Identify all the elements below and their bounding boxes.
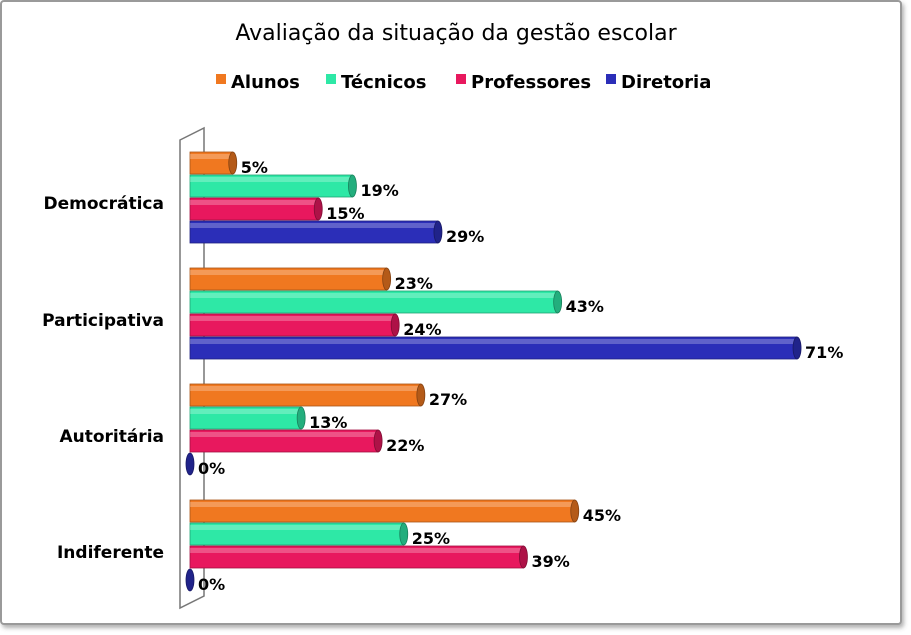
bar-0-0: [189, 151, 238, 175]
data-label-0-3: 29%: [446, 227, 484, 246]
bar-1-2: [189, 313, 400, 337]
bar-3-0: [189, 499, 580, 523]
data-label-3-0: 45%: [583, 506, 621, 525]
data-label-2-1: 13%: [309, 413, 347, 432]
bar-2-0: [189, 383, 426, 407]
data-label-2-3: 0%: [198, 459, 225, 478]
data-label-0-1: 19%: [360, 181, 398, 200]
bar-2-2: [189, 429, 383, 453]
legend-label-0: Alunos: [231, 72, 300, 93]
bars-group: 5% 19% 15% 29% 23% 43% 24% 71% 27% 13% 22% 0% 45% 25%…: [185, 151, 843, 594]
legend-label-1: Técnicos: [341, 72, 427, 93]
data-label-1-1: 43%: [566, 297, 604, 316]
data-label-1-3: 71%: [805, 343, 843, 362]
legend-swatch-3: [606, 74, 616, 84]
axis-wall: [179, 126, 205, 610]
legend-swatch-1: [326, 74, 336, 84]
data-label-1-2: 24%: [403, 320, 441, 339]
legend-label-3: Diretoria: [621, 72, 711, 93]
bar-3-2: [189, 545, 528, 569]
legend-swatch-0: [216, 74, 226, 84]
legend-label-2: Professores: [471, 72, 591, 93]
bar-0-3: [189, 220, 443, 244]
bar-2-1: [189, 406, 306, 430]
bar-1-0: [189, 267, 392, 291]
data-label-3-1: 25%: [412, 529, 450, 548]
category-label-3: Indiferente: [57, 543, 164, 563]
category-labels: Democrática Participativa Autoritária Indif…: [42, 194, 164, 563]
bar-3-1: [189, 522, 409, 546]
data-label-1-0: 23%: [395, 274, 433, 293]
chart-title: Avaliação da situação da gestão escolar: [235, 21, 677, 46]
category-label-1: Participativa: [42, 311, 164, 331]
category-label-2: Autoritária: [59, 427, 164, 447]
category-label-0: Democrática: [44, 194, 164, 214]
data-label-3-2: 39%: [531, 552, 569, 571]
data-label-2-0: 27%: [429, 390, 467, 409]
bar-2-3: [185, 452, 195, 476]
bar-0-2: [189, 197, 323, 221]
legend-swatch-2: [456, 74, 466, 84]
data-label-3-3: 0%: [198, 575, 225, 594]
bar-1-1: [189, 290, 563, 314]
bar-1-3: [189, 336, 802, 360]
bar-3-3: [185, 568, 195, 592]
data-label-2-2: 22%: [386, 436, 424, 455]
legend: Alunos Técnicos Professores Diretoria: [216, 72, 711, 93]
data-label-0-2: 15%: [326, 204, 364, 223]
bar-0-1: [189, 174, 357, 198]
data-label-0-0: 5%: [241, 158, 268, 177]
